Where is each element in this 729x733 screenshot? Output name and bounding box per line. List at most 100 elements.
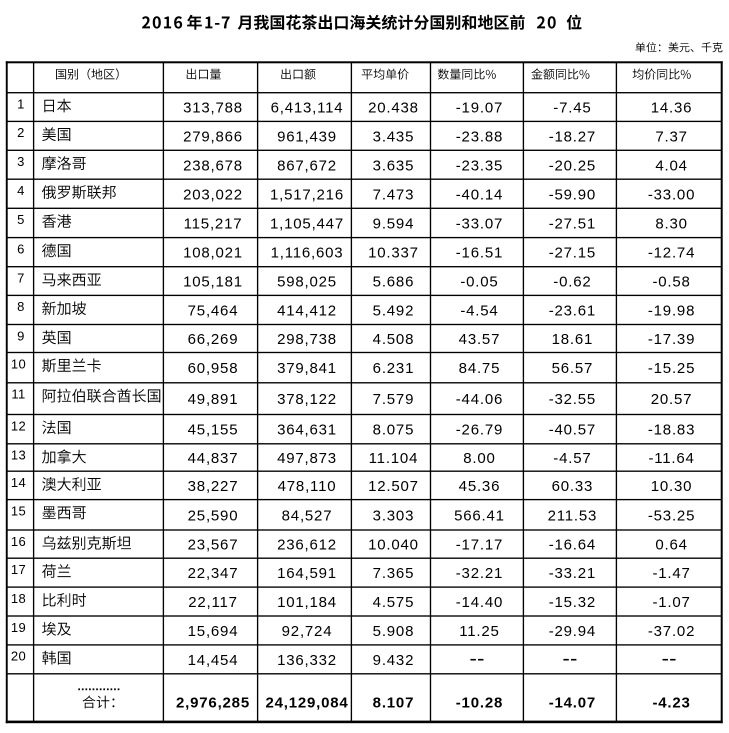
svg-text:867,672: 867,672 [277,157,337,174]
svg-text:379,841: 379,841 [277,360,337,377]
svg-text:-27.51: -27.51 [549,215,596,232]
svg-text:14.36: 14.36 [651,100,693,117]
svg-text:10.040: 10.040 [368,537,419,554]
svg-text:4.04: 4.04 [655,157,687,174]
svg-text:-4.54: -4.54 [460,302,498,319]
svg-text:-33.07: -33.07 [456,215,503,232]
svg-text:5.686: 5.686 [373,274,415,291]
svg-text:11.25: 11.25 [459,623,499,640]
svg-text:8.075: 8.075 [373,422,415,439]
svg-text:-59.90: -59.90 [549,186,596,203]
svg-text:14: 14 [11,475,26,490]
svg-text:-32.21: -32.21 [456,565,503,582]
svg-text:6: 6 [17,241,25,256]
svg-text:45.36: 45.36 [459,478,501,495]
svg-text:38,227: 38,227 [188,478,239,495]
svg-text:-44.06: -44.06 [456,391,503,408]
svg-text:101,184: 101,184 [277,594,337,611]
svg-text:-26.79: -26.79 [456,422,503,439]
svg-text:-33.21: -33.21 [549,565,596,582]
svg-text:17: 17 [11,562,26,577]
svg-text:49,891: 49,891 [188,391,239,408]
svg-text:238,678: 238,678 [183,157,243,174]
svg-text:-40.57: -40.57 [549,422,596,439]
svg-text:-23.61: -23.61 [549,302,596,319]
svg-text:7.473: 7.473 [373,186,415,203]
svg-text:20: 20 [11,649,26,664]
svg-text:-1.07: -1.07 [652,594,690,611]
svg-text:7: 7 [17,271,25,286]
svg-text:43.57: 43.57 [459,331,501,348]
svg-text:11.104: 11.104 [369,450,419,467]
svg-text:-14.40: -14.40 [456,594,503,611]
svg-text:9.432: 9.432 [373,652,415,669]
svg-text:8: 8 [17,299,25,314]
svg-text:6,413,114: 6,413,114 [271,100,344,117]
svg-text:12: 12 [11,418,26,433]
svg-text:-4.57: -4.57 [553,450,591,467]
svg-text:15: 15 [11,503,26,518]
svg-text:-17.39: -17.39 [648,331,695,348]
svg-text:24,129,084: 24,129,084 [265,694,348,711]
svg-text:-10.28: -10.28 [456,694,503,711]
svg-text:497,873: 497,873 [277,450,337,467]
svg-text:10: 10 [11,356,26,371]
svg-text:25,590: 25,590 [188,507,239,524]
svg-text:-40.14: -40.14 [456,186,503,203]
svg-text:961,439: 961,439 [277,128,337,145]
svg-text:3.435: 3.435 [373,128,415,145]
svg-text:3: 3 [17,154,25,169]
svg-text:203,022: 203,022 [183,186,243,203]
svg-text:566.41: 566.41 [454,507,505,524]
svg-text:22,117: 22,117 [188,594,238,611]
svg-text:2: 2 [17,125,25,140]
svg-text:-14.07: -14.07 [549,694,596,711]
svg-text:-0.62: -0.62 [553,274,591,291]
svg-text:1,116,603: 1,116,603 [271,245,344,262]
svg-text:364,631: 364,631 [277,422,337,439]
svg-text:-18.83: -18.83 [648,422,695,439]
svg-text:18.61: 18.61 [552,331,594,348]
svg-text:3.635: 3.635 [373,157,415,174]
svg-text:-33.00: -33.00 [648,186,695,203]
svg-text:84.75: 84.75 [459,360,501,377]
svg-text:84,527: 84,527 [282,507,333,524]
svg-text:-18.27: -18.27 [549,128,596,145]
svg-text:8.30: 8.30 [655,215,687,232]
svg-text:-0.05: -0.05 [460,274,498,291]
svg-text:115,217: 115,217 [184,215,243,232]
svg-text:-7.45: -7.45 [553,100,591,117]
svg-text:20.438: 20.438 [368,100,419,117]
svg-text:414,412: 414,412 [277,302,337,319]
svg-text:313,788: 313,788 [183,100,243,117]
svg-text:3.303: 3.303 [373,507,415,524]
svg-text:-19.07: -19.07 [456,100,503,117]
svg-text:20.57: 20.57 [651,391,693,408]
svg-text:598,025: 598,025 [277,274,337,291]
svg-text:4.508: 4.508 [373,331,415,348]
svg-text:1: 1 [17,97,25,112]
svg-text:-16.51: -16.51 [456,245,503,262]
svg-text:105,181: 105,181 [183,274,243,291]
svg-text:-1.47: -1.47 [652,565,690,582]
svg-text:-27.15: -27.15 [549,245,596,262]
svg-text:8.107: 8.107 [373,694,415,711]
svg-text:-0.58: -0.58 [652,274,690,291]
svg-text:9: 9 [17,328,25,343]
svg-text:-16.64: -16.64 [549,537,596,554]
svg-text:13: 13 [11,448,26,463]
svg-text:-12.74: -12.74 [648,245,695,262]
svg-text:66,269: 66,269 [188,331,239,348]
svg-text:108,021: 108,021 [183,245,243,262]
svg-text:1,517,216: 1,517,216 [270,186,344,203]
svg-text:45,155: 45,155 [188,422,239,439]
svg-text:14,454: 14,454 [188,652,239,669]
svg-text:56.57: 56.57 [552,360,594,377]
svg-text:-19.98: -19.98 [648,302,695,319]
svg-text:60,958: 60,958 [188,360,239,377]
svg-text:-29.94: -29.94 [549,623,596,640]
svg-text:378,122: 378,122 [277,391,337,408]
svg-text:136,332: 136,332 [277,652,337,669]
svg-text:6.231: 6.231 [373,360,415,377]
svg-text:-4.23: -4.23 [652,694,690,711]
